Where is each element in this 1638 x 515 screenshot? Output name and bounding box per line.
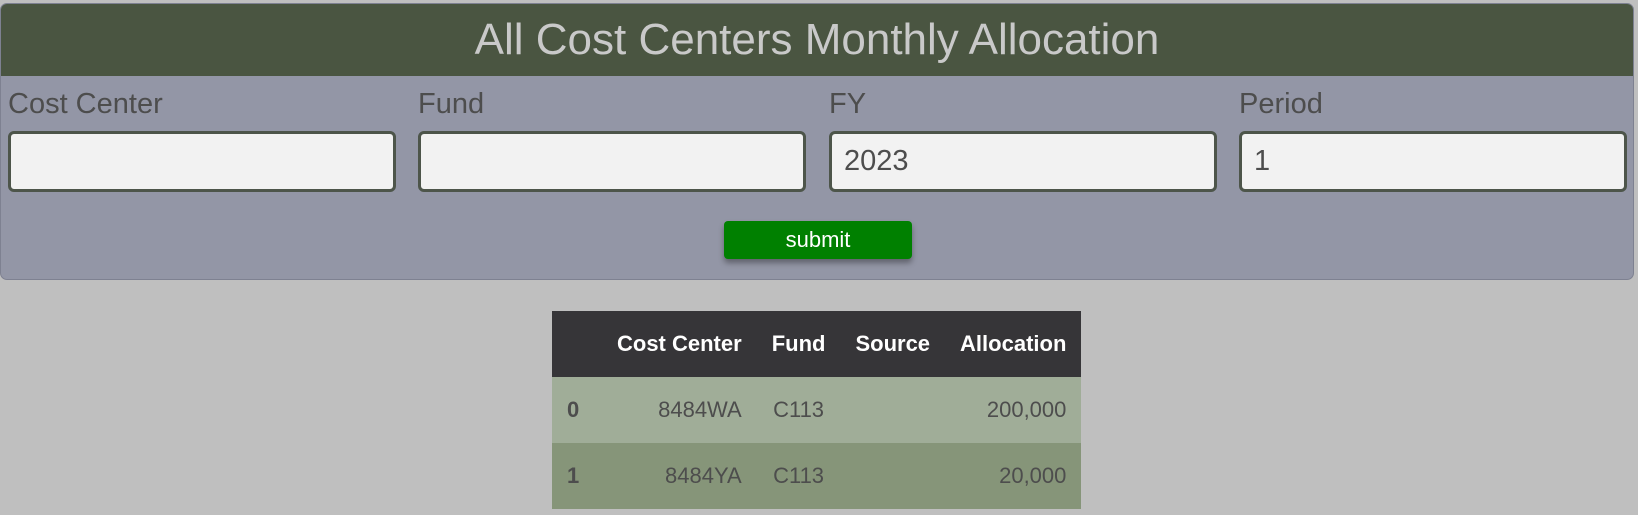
submit-button[interactable]: submit — [724, 221, 912, 259]
table-header-row: Cost Center Fund Source Allocation — [552, 311, 1082, 377]
cell-allocation: 200,000 — [945, 377, 1082, 443]
row-index: 1 — [552, 443, 602, 509]
period-label: Period — [1239, 88, 1323, 120]
cell-fund: C113 — [756, 377, 841, 443]
column-header-allocation: Allocation — [945, 311, 1082, 377]
page-title: All Cost Centers Monthly Allocation — [474, 15, 1160, 64]
cell-source — [840, 377, 946, 443]
cell-cost-center: 8484WA — [602, 377, 757, 443]
fy-input[interactable] — [829, 131, 1217, 192]
fund-label: Fund — [418, 88, 485, 120]
period-input[interactable] — [1239, 131, 1627, 192]
cost-center-input[interactable] — [8, 131, 396, 192]
filter-panel: All Cost Centers Monthly Allocation Cost… — [0, 3, 1634, 280]
column-header-source: Source — [840, 311, 946, 377]
cost-center-label: Cost Center — [8, 88, 163, 120]
panel-header: All Cost Centers Monthly Allocation — [1, 4, 1633, 76]
table-row: 1 8484YA C113 20,000 — [552, 443, 1082, 509]
table-row: 0 8484WA C113 200,000 — [552, 377, 1082, 443]
allocation-table-container: Cost Center Fund Source Allocation 0 848… — [552, 311, 1082, 509]
allocation-table: Cost Center Fund Source Allocation 0 848… — [552, 311, 1082, 509]
fy-label: FY — [829, 88, 867, 120]
table-header: Cost Center Fund Source Allocation — [552, 311, 1082, 377]
cell-allocation: 20,000 — [945, 443, 1082, 509]
cell-cost-center: 8484YA — [602, 443, 757, 509]
filter-fields: Cost Center Fund FY Period — [1, 76, 1633, 206]
fund-input[interactable] — [418, 131, 806, 192]
cell-source — [840, 443, 946, 509]
cell-fund: C113 — [756, 443, 841, 509]
column-header-fund: Fund — [756, 311, 841, 377]
column-header-cost-center: Cost Center — [602, 311, 757, 377]
row-index: 0 — [552, 377, 602, 443]
column-header-index — [552, 311, 602, 377]
table-body: 0 8484WA C113 200,000 1 8484YA C113 20,0… — [552, 377, 1082, 509]
